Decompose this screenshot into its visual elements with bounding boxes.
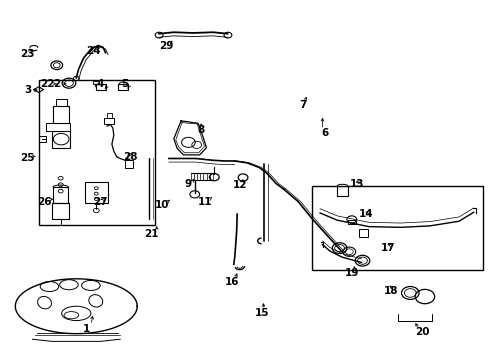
- Text: 21: 21: [144, 229, 159, 239]
- Bar: [84, 182, 108, 203]
- Bar: [125, 160, 133, 168]
- Bar: [106, 113, 112, 118]
- Text: 2: 2: [53, 79, 61, 89]
- Bar: [336, 186, 347, 196]
- Text: 16: 16: [224, 277, 239, 287]
- Text: 18: 18: [383, 286, 397, 296]
- Bar: [93, 81, 99, 84]
- Text: 3: 3: [24, 85, 31, 95]
- Bar: [104, 118, 114, 125]
- Bar: [53, 106, 69, 123]
- Bar: [311, 186, 483, 270]
- Bar: [118, 84, 128, 90]
- Text: 23: 23: [20, 49, 35, 59]
- Bar: [347, 220, 355, 224]
- Bar: [56, 99, 66, 106]
- Text: 24: 24: [86, 46, 101, 56]
- Text: 17: 17: [380, 243, 395, 253]
- Text: 22: 22: [40, 79, 54, 89]
- Bar: [39, 80, 155, 225]
- Bar: [358, 229, 367, 237]
- Bar: [45, 123, 70, 131]
- Text: 1: 1: [82, 324, 89, 334]
- Text: 9: 9: [184, 179, 192, 189]
- Text: 28: 28: [122, 152, 137, 162]
- Text: 12: 12: [232, 180, 246, 190]
- Text: 27: 27: [93, 197, 108, 207]
- Text: 25: 25: [20, 153, 35, 163]
- Text: 10: 10: [154, 200, 168, 210]
- Bar: [52, 203, 69, 220]
- Text: 14: 14: [358, 209, 373, 219]
- Text: 7: 7: [299, 100, 306, 110]
- Text: 4: 4: [97, 79, 104, 89]
- Text: 19: 19: [344, 268, 358, 278]
- Bar: [53, 187, 68, 203]
- Text: 6: 6: [321, 129, 328, 138]
- Text: 26: 26: [37, 197, 52, 207]
- Text: 15: 15: [254, 308, 268, 318]
- Text: 20: 20: [414, 327, 429, 337]
- Text: 5: 5: [121, 79, 128, 89]
- Bar: [52, 131, 70, 148]
- Text: 13: 13: [349, 179, 363, 189]
- Bar: [96, 84, 105, 90]
- Bar: [39, 136, 45, 142]
- Text: 8: 8: [197, 125, 204, 135]
- Text: 29: 29: [159, 41, 173, 50]
- Text: 11: 11: [198, 197, 212, 207]
